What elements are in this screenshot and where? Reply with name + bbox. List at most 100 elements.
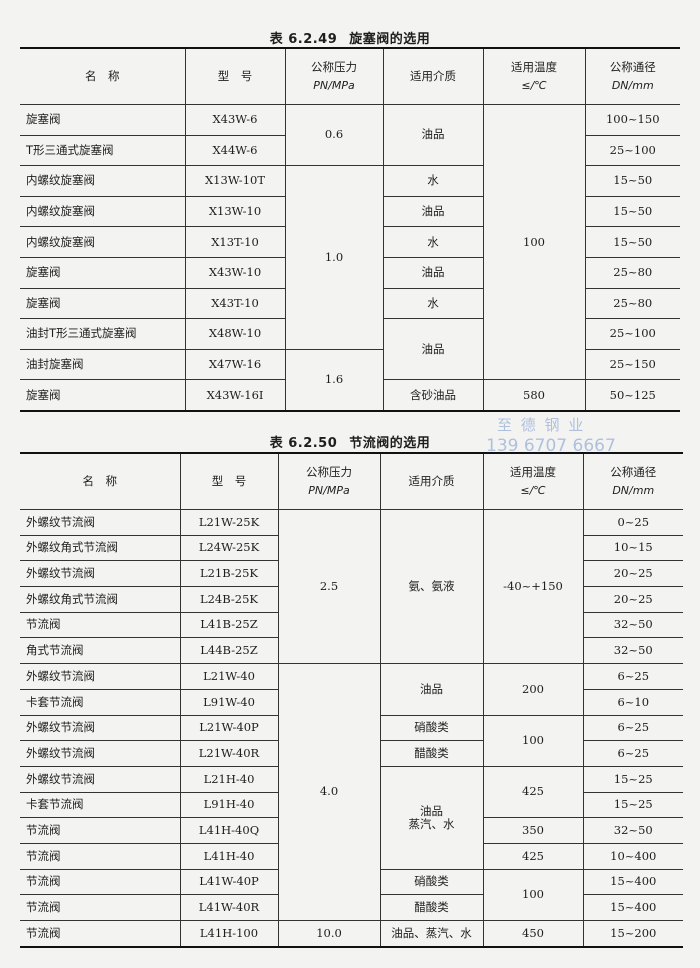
- table-row: 角式节流阀 L44B-25Z 32~50: [20, 637, 683, 665]
- medium-cell: 油品 蒸汽、水: [379, 765, 484, 870]
- header-medium: 适用介质: [382, 47, 484, 105]
- nominal-diameter: 15~50: [584, 226, 680, 258]
- temp-cell: 100: [482, 103, 586, 381]
- valve-name: 内螺纹旋塞阀: [20, 226, 186, 258]
- header-temp: 适用温度 ≤/℃: [482, 47, 586, 105]
- header-name: 名 称: [20, 47, 186, 105]
- table-row: 内螺纹旋塞阀 X13W-10T 1.0 水 15~50: [20, 165, 680, 350]
- nominal-diameter: 10~400: [582, 842, 683, 870]
- medium-cell: 水: [382, 165, 484, 197]
- nominal-diameter: 15~400: [582, 894, 683, 921]
- valve-model: L41B-25Z: [179, 611, 279, 639]
- table-row: 卡套节流阀 L91W-40 6~10: [20, 688, 683, 716]
- header-pressure-label: 公称压力: [311, 59, 357, 74]
- valve-model: L41W-40P: [179, 868, 279, 896]
- nominal-diameter: 32~50: [582, 637, 683, 665]
- valve-name: 旋塞阀: [20, 287, 186, 320]
- pressure-cell: 4.0: [277, 663, 381, 921]
- header-medium: 适用介质: [379, 452, 484, 510]
- valve-model: L21W-40P: [179, 714, 279, 742]
- watermark-phone: 139 6707 6667: [486, 436, 616, 456]
- table2-title: 表 6.2.50 节流阀的选用: [0, 432, 700, 451]
- table-row: 外螺纹节流阀 L21B-25K 20~25: [20, 560, 683, 588]
- nominal-diameter: 25~150: [584, 348, 680, 381]
- pressure-cell: 10.0: [277, 919, 381, 948]
- header-medium-label: 适用介质: [410, 68, 456, 83]
- header-dn: 公称通径 DN/mm: [582, 452, 683, 510]
- nominal-diameter: 20~25: [582, 560, 683, 588]
- header-temp-unit: ≤/℃: [520, 483, 546, 497]
- medium-cell: 水: [382, 226, 484, 258]
- valve-name: 节流阀: [20, 611, 181, 639]
- table1-caption: 旋塞阀的选用: [349, 32, 431, 47]
- table-row: 外螺纹角式节流阀 L24B-25K 20~25: [20, 586, 683, 613]
- table-row: 节流阀 L41W-40P 硝酸类 100 15~400: [20, 868, 683, 922]
- valve-model: L21W-40R: [179, 740, 279, 767]
- table-row: 外螺纹节流阀 L21W-25K 2.5 氨、氨液 -40~+150 0~25: [20, 508, 683, 665]
- valve-name: 节流阀: [20, 868, 181, 896]
- nominal-diameter: 0~25: [582, 509, 683, 536]
- medium-cell: 氨、氨液: [379, 508, 484, 665]
- valve-name: 内螺纹旋塞阀: [20, 195, 186, 228]
- temp-cell: 450: [482, 919, 584, 948]
- table-row: 旋塞阀 X43T-10 水 25~80: [20, 287, 680, 320]
- valve-model: X13W-10: [184, 195, 286, 228]
- table-row: 油封T形三通式旋塞阀 X48W-10 油品 25~100: [20, 318, 680, 381]
- pressure-cell: 1.0: [284, 165, 384, 350]
- watermark-company: 至 德 钢 业: [497, 416, 586, 434]
- medium-cell: 油品: [379, 663, 484, 716]
- valve-name: 卡套节流阀: [20, 688, 181, 716]
- nominal-diameter: 15~50: [584, 165, 680, 197]
- medium-cell: 醋酸类: [379, 894, 484, 921]
- header-dn-label: 公称通径: [609, 59, 656, 74]
- valve-model: L24W-25K: [179, 534, 279, 562]
- nominal-diameter: 6~10: [582, 688, 683, 716]
- temp-cell: 200: [482, 663, 584, 716]
- temp-cell: -40~+150: [482, 508, 584, 665]
- valve-name: 节流阀: [20, 919, 181, 948]
- valve-name: 外螺纹节流阀: [20, 509, 181, 536]
- table-row: 节流阀 L41H-100 10.0 油品、蒸汽、水 450 15~200: [20, 919, 683, 948]
- valve-model: L21W-40: [179, 663, 279, 690]
- pressure-cell: 0.6: [284, 103, 384, 167]
- medium-cell: 含砂油品: [382, 379, 484, 412]
- valve-name: 节流阀: [20, 817, 181, 844]
- valve-model: L24B-25K: [179, 586, 279, 613]
- table1-header-row: 名 称 型 号 公称压力 PN/MPa 适用介质 适用温度 ≤/℃ 公称通径 DN/mm: [20, 47, 680, 105]
- nominal-diameter: 15~50: [584, 195, 680, 228]
- valve-model: X13T-10: [184, 226, 286, 258]
- valve-model: X43W-10: [184, 256, 286, 289]
- nominal-diameter: 15~200: [582, 919, 683, 948]
- valve-name: 外螺纹节流阀: [20, 740, 181, 767]
- nominal-diameter: 6~25: [582, 740, 683, 767]
- valve-model: L21W-25K: [179, 509, 279, 536]
- header-temp-label: 适用温度: [511, 59, 557, 74]
- valve-model: L21H-40: [179, 765, 279, 793]
- medium-cell: 油品: [382, 103, 484, 167]
- valve-name: 节流阀: [20, 894, 181, 921]
- valve-name: 外螺纹节流阀: [20, 663, 181, 690]
- table-row: 节流阀 L41H-40Q 350 32~50: [20, 817, 683, 844]
- valve-model: L41W-40R: [179, 894, 279, 921]
- valve-model: X48W-10: [184, 318, 286, 350]
- valve-name: 旋塞阀: [20, 104, 186, 136]
- nominal-diameter: 32~50: [582, 817, 683, 844]
- table2-number: 表 6.2.50: [269, 436, 338, 451]
- header-temp-unit: ≤/℃: [521, 78, 547, 92]
- valve-name: 旋塞阀: [20, 379, 186, 412]
- header-model-label: 型 号: [217, 68, 253, 83]
- valve-model: X13W-10T: [184, 165, 286, 197]
- nominal-diameter: 25~80: [584, 256, 680, 289]
- nominal-diameter: 15~25: [582, 765, 683, 793]
- header-name-label: 名 称: [82, 473, 118, 488]
- nominal-diameter: 32~50: [582, 611, 683, 639]
- header-model: 型 号: [179, 452, 279, 510]
- valve-name: 内螺纹旋塞阀: [20, 165, 186, 197]
- table-row: 节流阀 L41W-40R 醋酸类 15~400: [20, 894, 683, 921]
- valve-model: X44W-6: [184, 134, 286, 167]
- valve-model: L41H-40: [179, 842, 279, 870]
- header-dn-unit: DN/mm: [612, 483, 655, 497]
- nominal-diameter: 10~15: [582, 534, 683, 562]
- medium-cell: 醋酸类: [379, 740, 484, 767]
- throttle-valve-table: 名 称 型 号 公称压力 PN/MPa 适用介质 适用温度 ≤/℃ 公称通径 DN/mm 外螺纹节…: [20, 452, 683, 948]
